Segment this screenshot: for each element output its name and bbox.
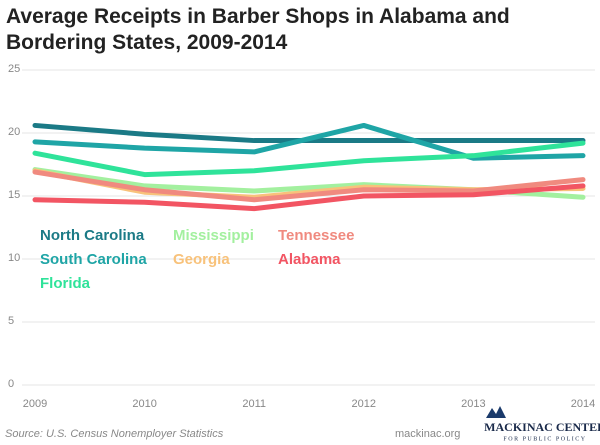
y-tick-label: 5 <box>8 315 14 327</box>
y-tick-label: 15 <box>8 189 20 201</box>
series-line <box>32 140 586 178</box>
logo-icon <box>486 406 506 418</box>
legend-label: South Carolina <box>40 251 147 268</box>
legend-label: Georgia <box>173 251 230 268</box>
x-tick-label: 2011 <box>242 398 266 410</box>
logo-tagline: FOR PUBLIC POLICY <box>503 436 586 442</box>
y-tick-label: 25 <box>8 63 20 75</box>
series-line <box>32 122 586 161</box>
legend-label: Tennessee <box>278 227 354 244</box>
x-tick-label: 2009 <box>23 398 47 410</box>
legend-label: North Carolina <box>40 227 145 244</box>
chart-title: Average Receipts in Barber Shops in Alab… <box>6 5 510 54</box>
source: Source: U.S. Census Nonemployer Statisti… <box>5 428 224 440</box>
y-tick-label: 20 <box>8 126 20 138</box>
legend-label: Alabama <box>278 251 341 268</box>
y-tick-label: 0 <box>8 378 14 390</box>
y-tick-label: 10 <box>8 252 20 264</box>
x-tick-label: 2012 <box>352 398 376 410</box>
x-tick-label: 2014 <box>571 398 595 410</box>
website: mackinac.org <box>395 428 460 440</box>
x-tick-label: 2010 <box>132 398 156 410</box>
logo-name: MACKINAC CENTER <box>484 420 600 434</box>
legend-label: Mississippi <box>173 227 254 244</box>
series-line <box>32 183 586 212</box>
x-tick-label: 2013 <box>461 398 485 410</box>
series-line <box>32 169 586 203</box>
legend-label: Florida <box>40 275 91 292</box>
